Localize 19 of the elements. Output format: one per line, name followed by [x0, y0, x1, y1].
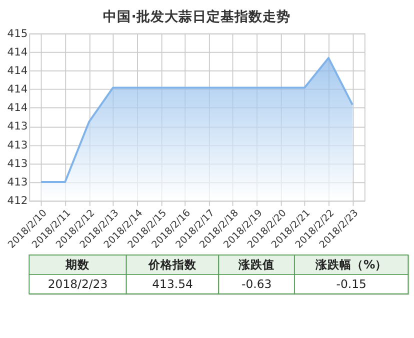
y-tick-label: 414 [7, 64, 28, 77]
y-tick-label: 415 [7, 26, 28, 40]
text: 2018/2/23 [48, 277, 108, 292]
y-tick-label: 413 [7, 138, 28, 152]
text: -0.63 [241, 277, 272, 292]
text: 期数 [64, 258, 91, 272]
text: 413.54 [152, 277, 193, 292]
text: 涨跌幅（%） [314, 258, 388, 272]
y-tick-label: 412 [7, 194, 28, 207]
text: 价格指数 [148, 258, 198, 272]
text: 涨跌值 [238, 258, 275, 272]
y-tick-label: 413 [7, 175, 28, 188]
chart-title: 中国·批发大蒜日定基指数走势 [103, 8, 290, 25]
text: -0.15 [336, 277, 366, 292]
y-tick-label: 414 [7, 82, 28, 96]
y-tick-label: 413 [7, 156, 28, 170]
y-tick-label: 414 [7, 45, 28, 58]
y-tick-label: 413 [7, 120, 28, 133]
y-tick-label: 414 [7, 101, 28, 114]
